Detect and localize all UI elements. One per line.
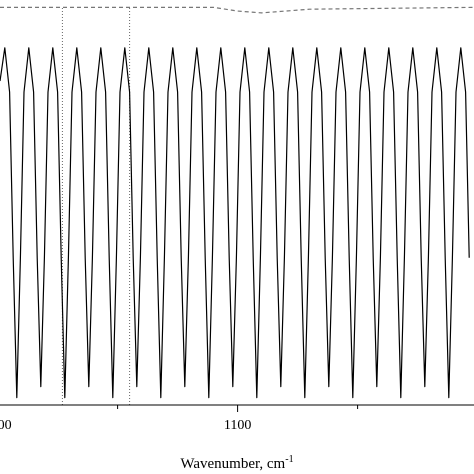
x-tick-label: 1000: [0, 418, 12, 433]
series-line: [0, 6, 474, 14]
x-axis-label-sup: -1: [285, 454, 293, 465]
x-axis-label-text: Wavenumber, cm: [180, 456, 285, 472]
x-tick-label: 1100: [224, 418, 251, 433]
series-line: [0, 47, 470, 399]
x-axis-label: Wavenumber, cm-1: [180, 454, 293, 472]
